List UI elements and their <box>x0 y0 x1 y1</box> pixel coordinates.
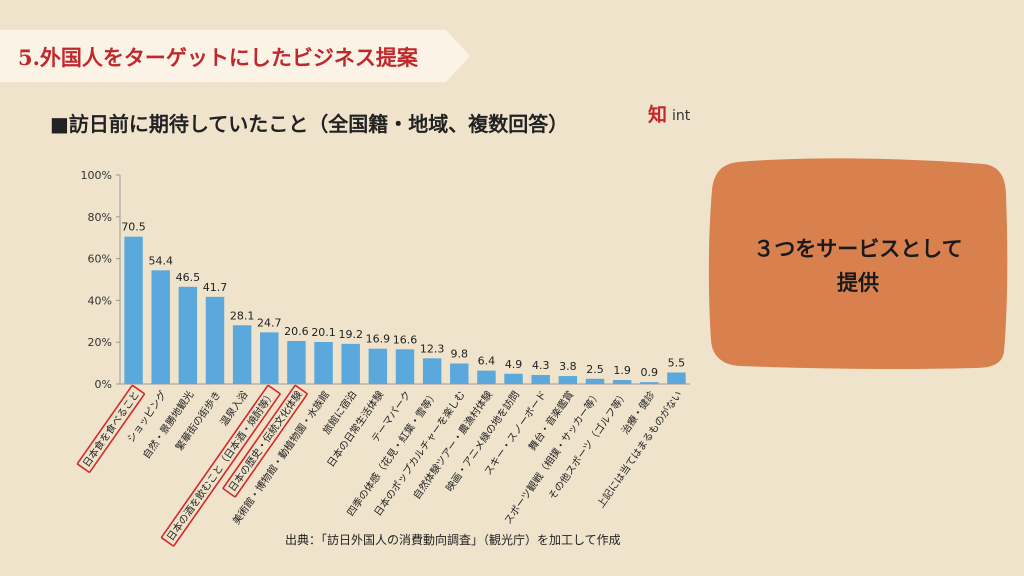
source-note: 出典：「訪日外国人の消費動向調査」（観光庁）を加工して作成 <box>285 533 621 547</box>
logo-mark-icon: 知 <box>648 102 670 130</box>
banner-shape <box>0 30 470 82</box>
data-label: 4.9 <box>505 358 523 371</box>
bar <box>450 363 469 384</box>
y-tick-label: 60% <box>88 253 112 266</box>
data-label: 16.6 <box>393 333 418 346</box>
data-label: 28.1 <box>230 309 255 322</box>
data-label: 46.5 <box>176 271 201 284</box>
data-label: 2.5 <box>586 363 604 376</box>
highlight-box <box>222 384 308 498</box>
bar <box>504 373 523 384</box>
highlight-box <box>160 384 281 547</box>
data-label: 20.6 <box>284 325 309 338</box>
data-label: 4.3 <box>532 359 550 372</box>
bar <box>422 358 442 384</box>
data-label: 70.5 <box>121 221 146 234</box>
bar <box>232 325 252 384</box>
data-label: 0.9 <box>641 366 659 379</box>
bar <box>667 372 686 384</box>
data-label: 41.7 <box>203 281 228 294</box>
x-tick-label: スポーツ観戦（相撲・サッカー等） <box>501 388 603 526</box>
x-tick-label-group: スポーツ観戦（相撲・サッカー等） <box>501 388 603 526</box>
highlight-box <box>76 384 145 473</box>
y-tick-label: 80% <box>88 211 112 224</box>
data-label: 1.9 <box>613 364 631 377</box>
bar <box>287 340 306 384</box>
data-label: 6.4 <box>478 355 496 368</box>
bar <box>368 348 388 384</box>
chart-subtitle: ■訪日前に期待していたこと（全国籍・地域、複数回答） <box>50 112 569 136</box>
bar <box>151 270 170 384</box>
bar <box>640 382 659 384</box>
bar <box>395 349 415 384</box>
bar <box>314 341 333 384</box>
data-label: 12.3 <box>420 342 445 355</box>
data-label: 3.8 <box>559 360 577 373</box>
bar <box>612 380 632 384</box>
bar <box>178 286 198 384</box>
slide-title: 5.外国人をターゲットにしたビジネス提案 <box>18 45 418 70</box>
data-label: 24.7 <box>257 316 282 329</box>
y-tick-label: 40% <box>88 294 112 307</box>
brand-logo: 知 int <box>648 102 691 130</box>
bar <box>585 378 605 384</box>
title-banner: 5.外国人をターゲットにしたビジネス提案 <box>0 30 470 82</box>
callout-box: ３つをサービスとして 提供 <box>708 156 1008 370</box>
bar <box>558 376 578 384</box>
data-label: 9.8 <box>451 348 469 361</box>
data-label: 19.2 <box>338 328 363 341</box>
svg-text:知: 知 <box>648 103 667 126</box>
data-label: 20.1 <box>311 326 336 339</box>
data-label: 16.9 <box>366 333 391 346</box>
bar <box>341 343 360 384</box>
bar <box>260 332 279 384</box>
bar <box>205 296 225 384</box>
logo-text: int <box>672 108 691 124</box>
callout-shape <box>708 158 1008 370</box>
callout-line-2: 提供 <box>837 269 879 295</box>
bar <box>477 370 496 384</box>
data-label: 54.4 <box>148 254 173 267</box>
data-label: 5.5 <box>668 357 686 370</box>
y-tick-label: 100% <box>81 169 112 182</box>
callout-line-1: ３つをサービスとして <box>753 236 963 261</box>
bar <box>531 375 550 384</box>
y-tick-label: 20% <box>88 336 112 349</box>
callout-text: ３つをサービスとして 提供 <box>708 232 1008 299</box>
bar <box>124 236 143 384</box>
y-tick-label: 0% <box>95 378 112 391</box>
